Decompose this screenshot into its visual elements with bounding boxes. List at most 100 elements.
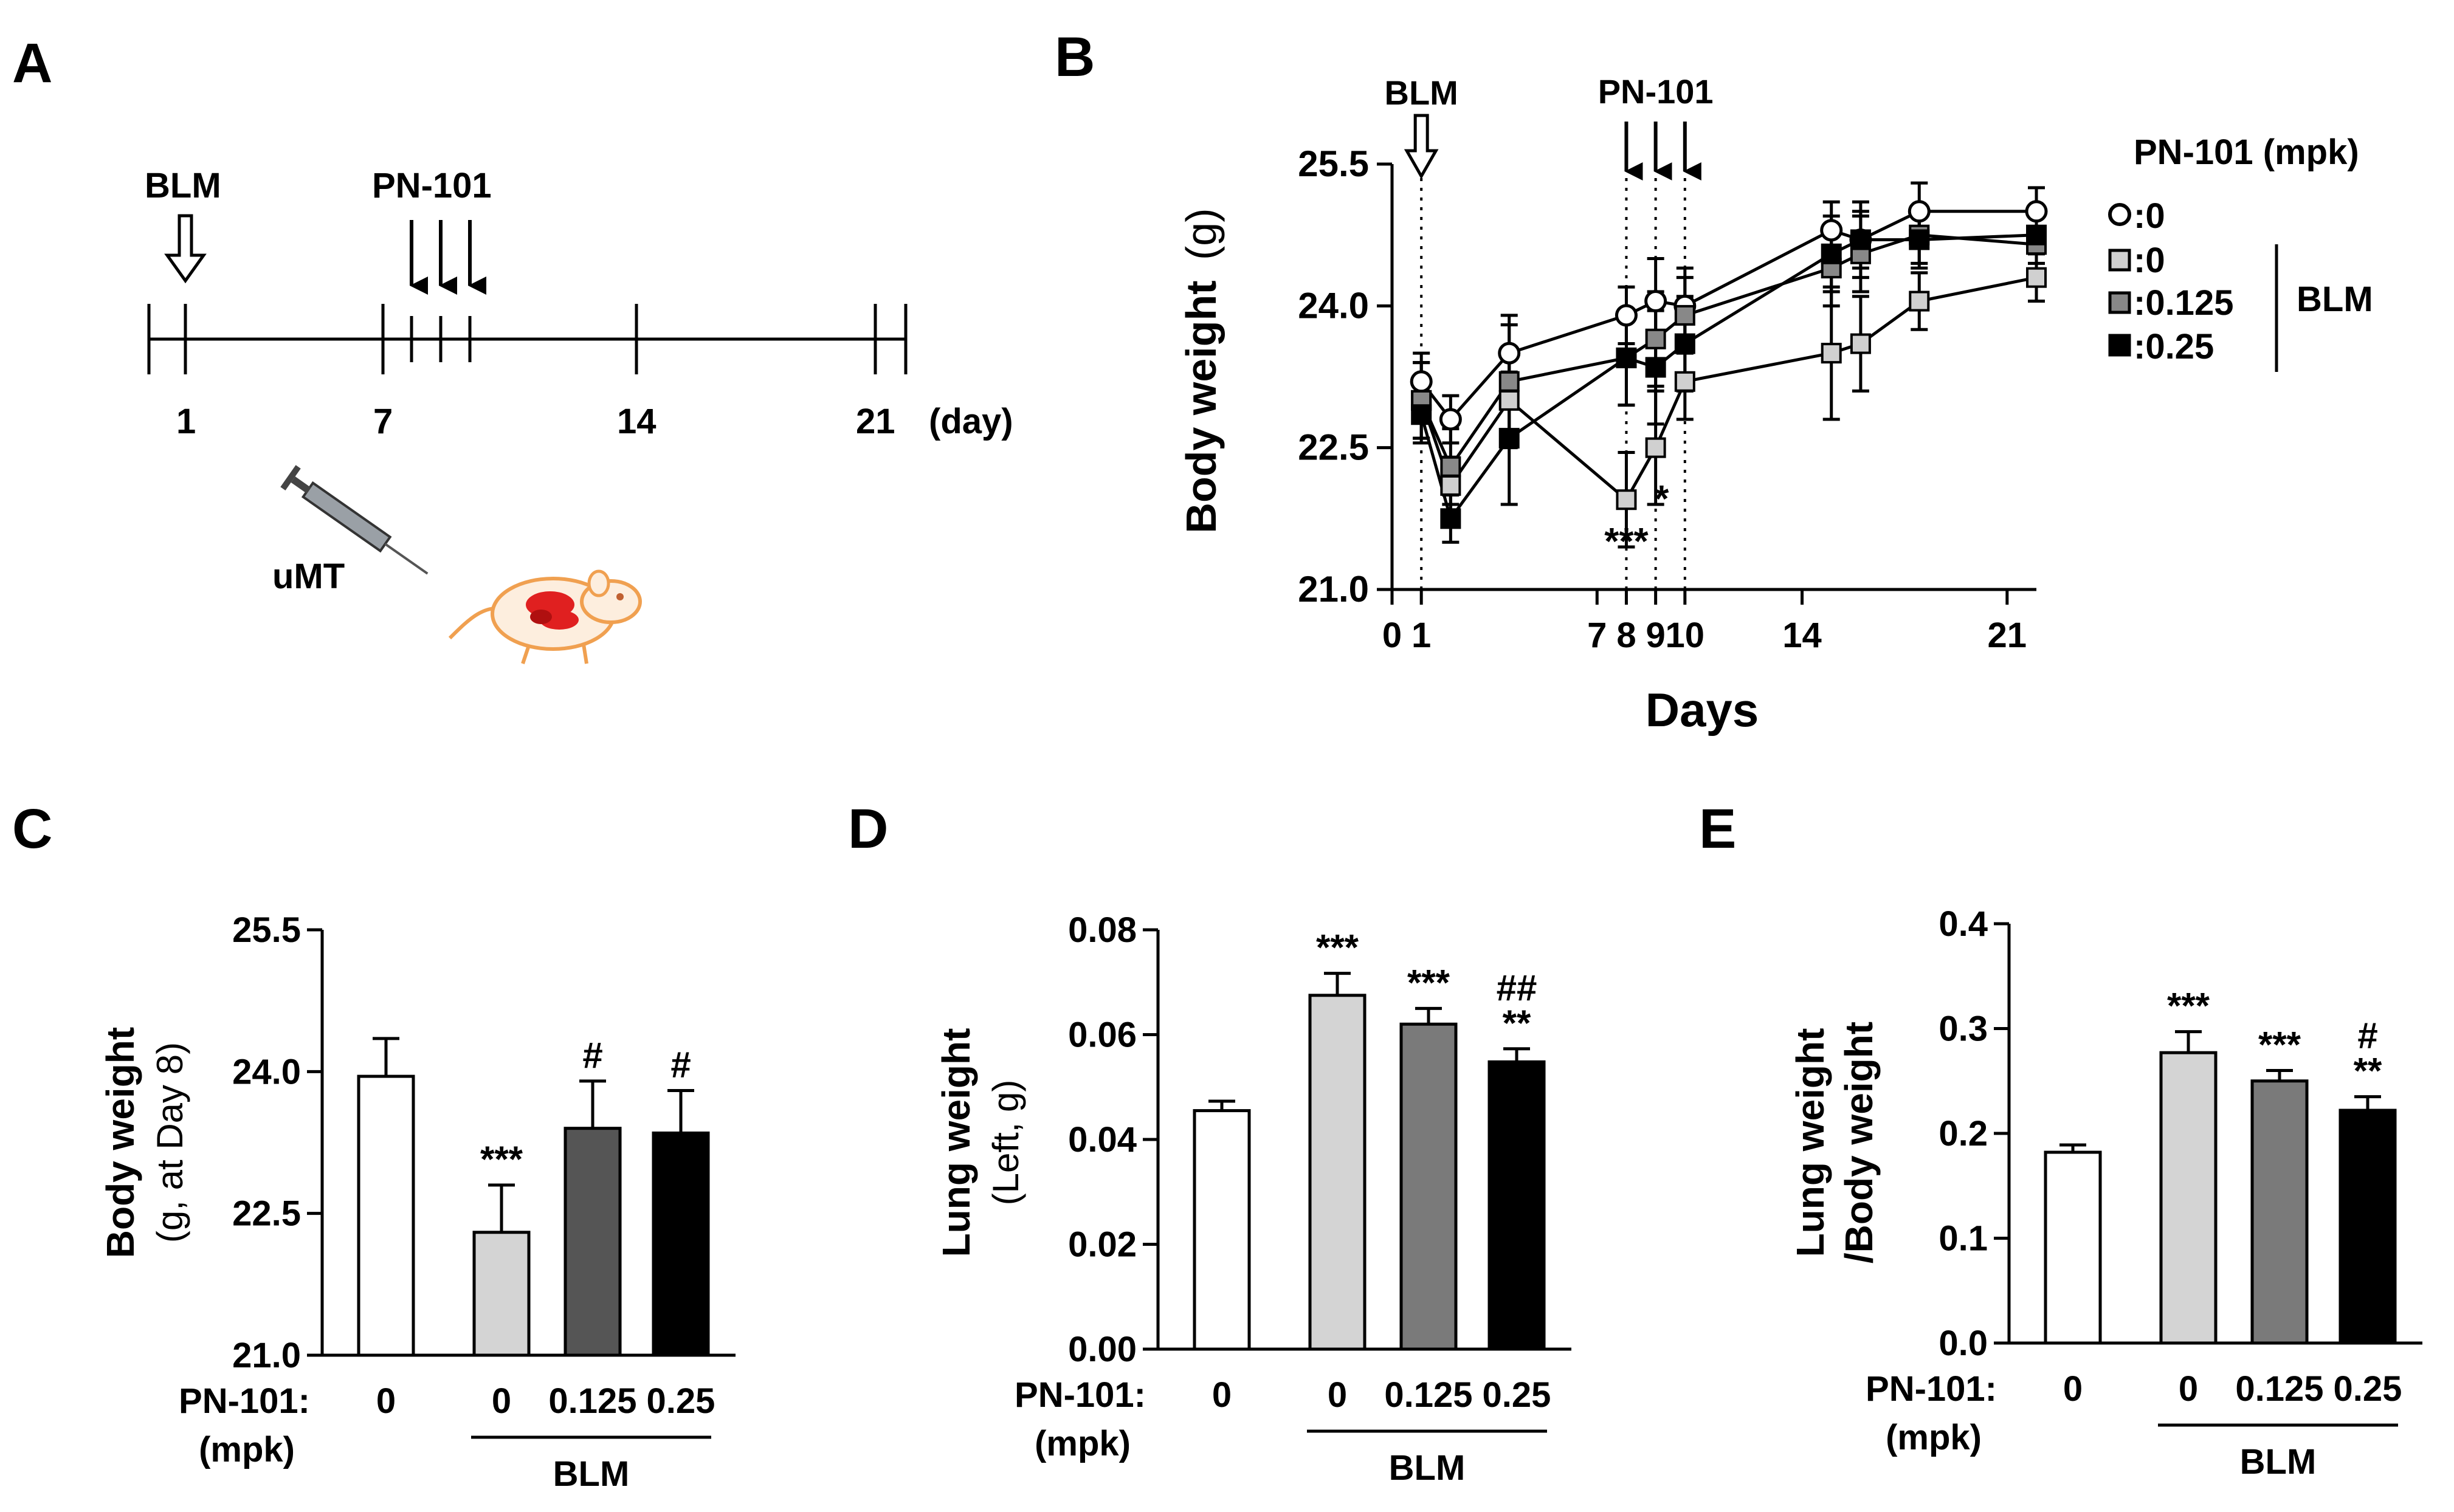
timeline-panel: BLM PN-101 1 7 14 21 (day) uMT	[145, 166, 1013, 664]
y-tick-label: 0.08	[1068, 910, 1137, 950]
data-point	[1674, 304, 1695, 326]
x-tick-label: 1	[1411, 616, 1431, 655]
x-tick-label: 14	[1782, 616, 1822, 655]
data-point	[1411, 404, 1432, 425]
x-tick-label: 10	[1666, 616, 1705, 655]
data-point	[1410, 370, 1433, 393]
bar	[357, 1074, 415, 1357]
category-label: 0	[376, 1381, 396, 1421]
significance-label: ***	[1604, 521, 1649, 563]
data-point	[1821, 343, 1842, 364]
y-tick-label: 0.06	[1068, 1015, 1137, 1055]
category-label: 0	[2063, 1369, 2083, 1409]
bar	[2250, 1079, 2309, 1345]
mouse-icon	[448, 569, 642, 664]
data-point	[2025, 200, 2048, 223]
panel-label-b: B	[1055, 26, 1095, 88]
group-label: BLM	[1389, 1448, 1466, 1488]
timeline-tick-label: 21	[856, 402, 895, 441]
legend-entry: :0	[2134, 241, 2165, 280]
data-point	[1616, 347, 1637, 368]
y-tick-label: 22.5	[232, 1194, 301, 1234]
timeline-pn-label: PN-101	[372, 166, 492, 205]
significance-label: ***	[2167, 986, 2210, 1026]
chart-b-ylabel: Body weight (g)	[1177, 208, 1225, 533]
row-unit-label: (mpk)	[1886, 1418, 1982, 1457]
y-tick-label: 0.2	[1939, 1114, 1988, 1153]
chart-d-ylabel-main: Lung weight	[934, 1028, 978, 1257]
significance-label: ***	[1316, 927, 1359, 968]
significance-label: **	[2354, 1051, 2382, 1091]
group-label: BLM	[2240, 1442, 2317, 1482]
data-point	[1645, 328, 1666, 349]
y-tick-label: 24.0	[232, 1052, 301, 1091]
category-label: 0.125	[2235, 1369, 2323, 1409]
data-point	[1645, 357, 1666, 378]
row-unit-label: (mpk)	[1035, 1424, 1131, 1463]
bar	[1308, 994, 1367, 1351]
category-label: 0	[1328, 1375, 1347, 1415]
y-tick-label: 25.5	[232, 910, 301, 950]
bar	[2044, 1150, 2102, 1345]
data-point	[1616, 489, 1637, 510]
bar	[564, 1127, 622, 1357]
data-point	[1498, 390, 1520, 411]
chart-b-xlabel: Days	[1646, 683, 1759, 737]
bar	[472, 1231, 531, 1357]
y-tick-label: 0.04	[1068, 1120, 1137, 1160]
category-label: 0	[1212, 1375, 1232, 1415]
legend-marker-square-icon	[2108, 249, 2131, 272]
x-tick-label: 9	[1646, 616, 1666, 655]
data-point	[1850, 229, 1871, 250]
panel-label-c: C	[12, 798, 52, 860]
row-label: PN-101:	[1866, 1369, 1997, 1409]
x-tick-label: 8	[1616, 616, 1636, 655]
data-point	[1440, 475, 1461, 496]
chart-b-ylabel-unit: (g)	[1177, 208, 1225, 260]
chart-b-legend: PN-101 (mpk) :0 :0 :0.125 :0.25 BLM	[2108, 132, 2373, 372]
timeline-tick-label: 7	[373, 402, 393, 441]
data-point	[1498, 428, 1520, 449]
category-label: 0.25	[2334, 1369, 2402, 1409]
y-tick-label: 21.0	[232, 1336, 301, 1375]
y-tick-label: 0.00	[1068, 1330, 1137, 1369]
legend-group-label: BLM	[2297, 280, 2373, 319]
data-point	[1674, 333, 1695, 354]
data-point	[1498, 342, 1521, 365]
chart-b-pn-label: PN-101	[1598, 72, 1714, 111]
category-label: 0.125	[548, 1381, 636, 1421]
chart-e-ylabel-main: Lung weight	[1788, 1028, 1832, 1257]
chart-c-ylabel-unit: (g, at Day 8)	[150, 1042, 190, 1243]
data-point	[1674, 371, 1695, 392]
bar	[1487, 1060, 1546, 1351]
panel-label-a: A	[12, 32, 52, 94]
bar	[1399, 1022, 1458, 1351]
category-label: 0.25	[1483, 1375, 1551, 1415]
significance-label: #	[670, 1044, 691, 1085]
legend-entry: :0.125	[2134, 283, 2233, 323]
category-label: 0	[2179, 1369, 2198, 1409]
body-weight-bar-chart: Body weight (g, at Day 8) 21.0 22.5 24.0 25…	[98, 910, 736, 1494]
series-line	[1420, 210, 2036, 422]
body-weight-line-chart: Body weight (g) Days 21.0 22.5 24.0 25.5 0 1 7…	[1177, 72, 2373, 737]
legend-entry: :0.25	[2134, 327, 2214, 366]
chart-c-ylabel-main: Body weight	[98, 1027, 142, 1258]
row-unit-label: (mpk)	[199, 1430, 295, 1469]
data-point	[1440, 456, 1461, 477]
timeline-tick-label: 14	[617, 402, 657, 441]
category-label: 0.125	[1384, 1375, 1472, 1415]
significance-label: ##	[1497, 967, 1537, 1008]
lung-weight-bar-chart: Lung weight (Left, g) 0.00 0.02 0.04 0.06 0.…	[934, 910, 1571, 1488]
data-point	[1644, 290, 1667, 313]
y-tick-label: 0.02	[1068, 1225, 1137, 1265]
syringe-icon	[280, 465, 429, 575]
data-point	[1440, 508, 1461, 529]
y-tick-label: 22.5	[1298, 427, 1369, 468]
significance-label: ***	[1407, 962, 1450, 1003]
x-tick-label: 0	[1382, 616, 1402, 655]
data-point	[1908, 200, 1931, 223]
y-tick-label: 0.1	[1939, 1219, 1988, 1259]
timeline-unit-label: (day)	[929, 402, 1013, 441]
legend-title: PN-101 (mpk)	[2134, 132, 2359, 172]
